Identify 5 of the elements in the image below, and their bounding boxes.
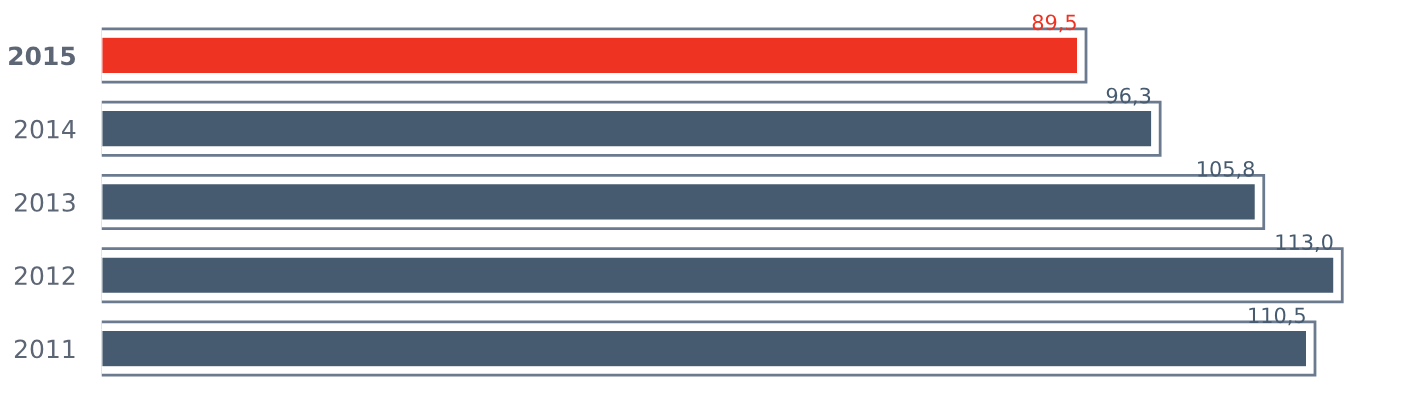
y-tick-label: 2015 bbox=[9, 46, 75, 66]
y-tick-label: 2014 bbox=[14, 119, 76, 139]
y-tick-label: 2013 bbox=[14, 192, 75, 212]
y-tick-label: 2012 bbox=[14, 266, 75, 286]
y-tick-label: 2011 bbox=[14, 339, 75, 359]
